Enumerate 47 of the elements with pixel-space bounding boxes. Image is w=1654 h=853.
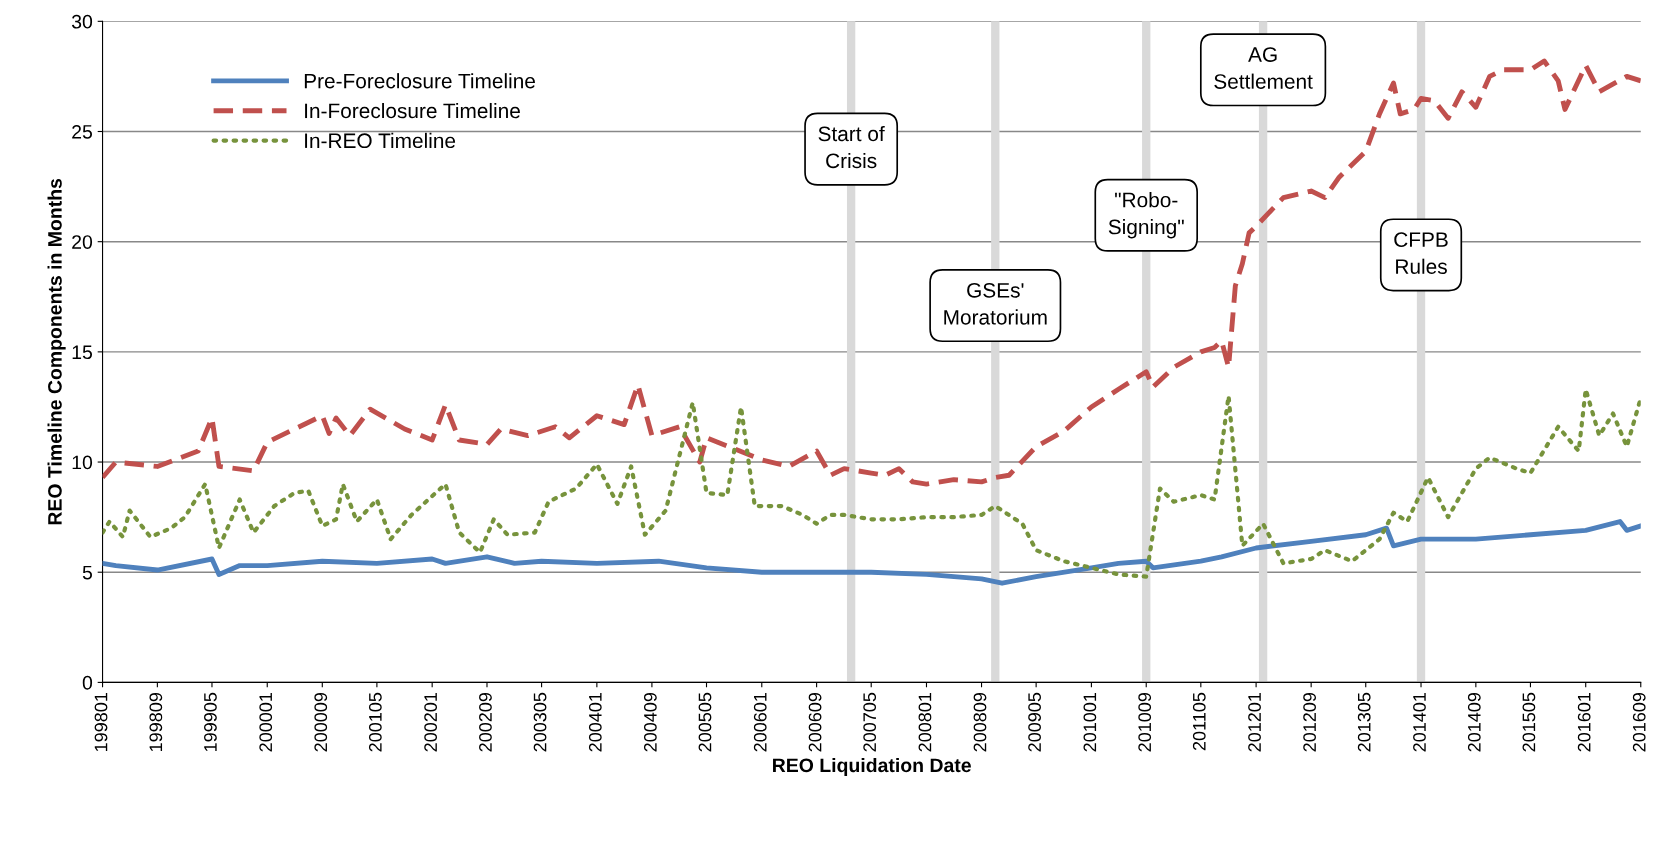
line-series <box>102 519 1641 586</box>
x-tick-label: 200409 <box>643 692 657 752</box>
x-tick-label: 201305 <box>1357 692 1371 752</box>
x-tick-label: 199801 <box>94 693 108 751</box>
y-tick-label: 30 <box>71 14 93 29</box>
y-tick-label: 20 <box>72 235 93 249</box>
ref-line-label: Start of Crisis <box>818 125 885 169</box>
x-tick-label: 199809 <box>149 692 163 751</box>
x-tick-label: 200801 <box>918 693 932 752</box>
x-tick-label: 201105 <box>1192 692 1206 751</box>
y-tick-label: 0 <box>82 675 93 690</box>
x-tick-label: 201401 <box>1413 693 1426 752</box>
ref-line-label: CFPB Rules <box>1394 232 1448 274</box>
ref-line-label: GSEs' Moratorium <box>944 282 1047 325</box>
ref-line-label: AG Settlement <box>1214 47 1313 89</box>
y-tick-label: 5 <box>82 565 93 580</box>
legend-label: In-Foreclosure Timeline <box>305 102 520 119</box>
x-tick-label: 201505 <box>1522 692 1536 752</box>
x-tick-label: 200505 <box>698 692 712 752</box>
x-tick-label: 201609 <box>1632 692 1646 752</box>
x-tick-label: 199905 <box>204 692 217 751</box>
legend-label: In-REO Timeline <box>305 132 456 149</box>
x-tick-label: 200305 <box>533 692 547 752</box>
x-tick-label: 200809 <box>973 692 987 752</box>
x-axis-title: REO Liquidation Date <box>773 757 971 777</box>
x-tick-label: 201209 <box>1303 692 1316 752</box>
x-tick-label: 200705 <box>863 692 877 752</box>
x-tick-label: 200905 <box>1028 692 1041 752</box>
ref-line-label: "Robo- Signing" <box>1108 192 1184 239</box>
x-tick-label: 201009 <box>1138 692 1152 752</box>
x-tick-label: 201001 <box>1083 693 1097 752</box>
y-axis-title: REO Timeline Components in Months <box>47 178 66 525</box>
legend-label: Pre-Foreclosure Timeline <box>304 73 535 89</box>
x-tick-label: 200105 <box>368 692 382 752</box>
x-tick-label: 200601 <box>753 693 767 752</box>
x-tick-label: 200009 <box>314 692 328 752</box>
x-tick-label: 200001 <box>259 693 273 752</box>
y-tick-label: 25 <box>72 124 93 139</box>
x-tick-label: 200209 <box>479 692 492 752</box>
x-tick-label: 201601 <box>1577 693 1591 752</box>
x-tick-label: 201201 <box>1248 693 1261 752</box>
x-tick-label: 200401 <box>588 693 602 752</box>
y-tick-label: 15 <box>72 345 93 360</box>
y-tick-label: 10 <box>72 455 93 470</box>
x-tick-label: 200609 <box>808 692 822 752</box>
x-tick-label: 201409 <box>1467 692 1481 752</box>
x-tick-label: 200201 <box>424 693 438 752</box>
